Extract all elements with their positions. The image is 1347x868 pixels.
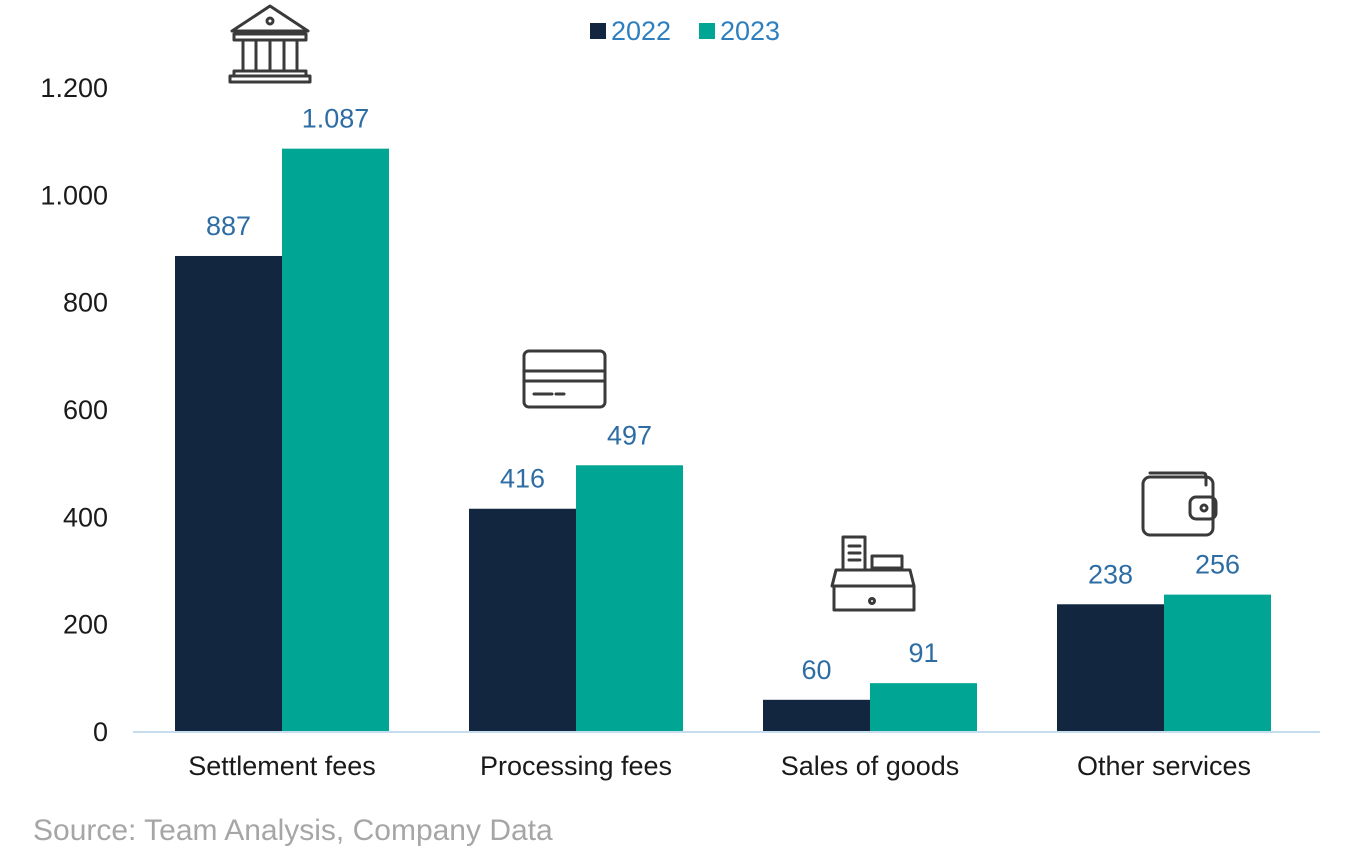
source-note: Source: Team Analysis, Company Data — [33, 814, 553, 847]
y-tick-label: 1.200 — [40, 73, 108, 103]
legend-swatch-2023 — [699, 23, 715, 39]
data-label: 238 — [1088, 559, 1133, 589]
x-category-label: Sales of goods — [781, 751, 960, 781]
wallet-icon — [1141, 471, 1218, 537]
bar-2022-2 — [763, 699, 870, 732]
data-label: 1.087 — [302, 104, 370, 134]
cash-register-icon — [830, 535, 916, 612]
legend-swatch-2022 — [590, 23, 606, 39]
legend: 2022 2023 — [590, 16, 780, 46]
data-label: 497 — [607, 420, 652, 450]
data-label: 91 — [908, 638, 938, 668]
bar-2022-1 — [469, 508, 576, 732]
y-tick-label: 800 — [63, 288, 108, 318]
bar-2023-1 — [576, 465, 683, 732]
bar-2022-0 — [175, 255, 282, 732]
bar-2022-3 — [1057, 604, 1164, 732]
legend-label-2022: 2022 — [611, 16, 671, 46]
data-label: 887 — [206, 211, 251, 241]
category-labels: Settlement fees Processing fees Sales of g… — [188, 751, 1251, 781]
y-axis: 0 200 400 600 800 1.000 1.200 — [40, 73, 108, 747]
x-category-label: Processing fees — [480, 751, 672, 781]
bank-icon — [228, 4, 312, 84]
data-label: 256 — [1195, 550, 1240, 580]
bar-2023-3 — [1164, 594, 1271, 732]
data-label: 416 — [500, 464, 545, 494]
x-category-label: Settlement fees — [188, 751, 376, 781]
y-tick-label: 1.000 — [40, 180, 108, 210]
bars: 887 1.087 416 497 60 91 238 256 — [175, 104, 1271, 733]
bar-2023-0 — [282, 148, 389, 733]
y-tick-label: 600 — [63, 395, 108, 425]
y-tick-label: 0 — [93, 717, 108, 747]
legend-label-2023: 2023 — [720, 16, 780, 46]
y-tick-label: 200 — [63, 610, 108, 640]
data-label: 60 — [801, 655, 831, 685]
bar-2023-2 — [870, 683, 977, 732]
x-category-label: Other services — [1077, 751, 1251, 781]
credit-card-icon — [522, 349, 607, 409]
y-tick-label: 400 — [63, 502, 108, 532]
